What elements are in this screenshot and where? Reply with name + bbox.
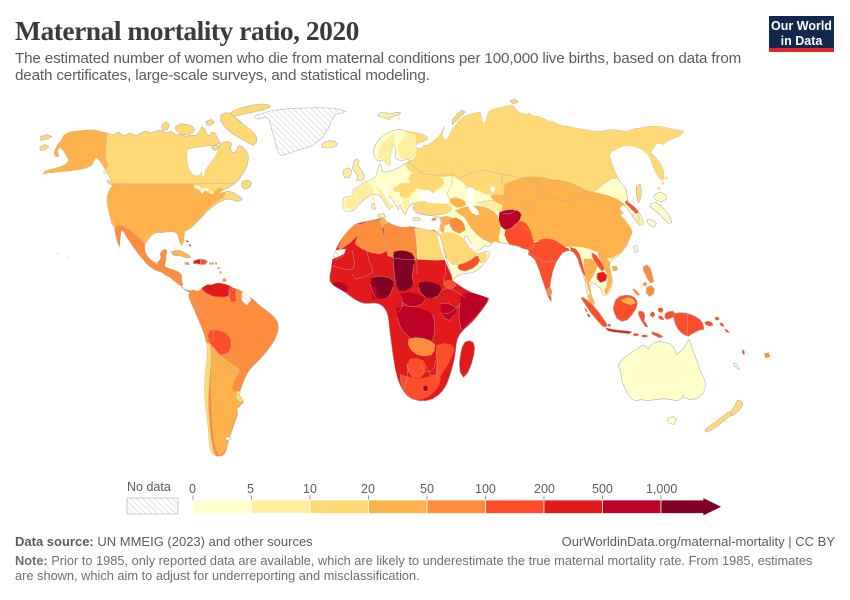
svg-text:10: 10 xyxy=(303,482,317,496)
svg-text:20: 20 xyxy=(361,482,375,496)
svg-text:100: 100 xyxy=(475,482,496,496)
svg-text:50: 50 xyxy=(420,482,434,496)
svg-text:5: 5 xyxy=(247,482,254,496)
svg-text:No data: No data xyxy=(127,480,171,494)
svg-text:500: 500 xyxy=(592,482,613,496)
svg-text:0: 0 xyxy=(189,482,196,496)
svg-text:200: 200 xyxy=(534,482,555,496)
svg-text:1,000: 1,000 xyxy=(646,482,677,496)
